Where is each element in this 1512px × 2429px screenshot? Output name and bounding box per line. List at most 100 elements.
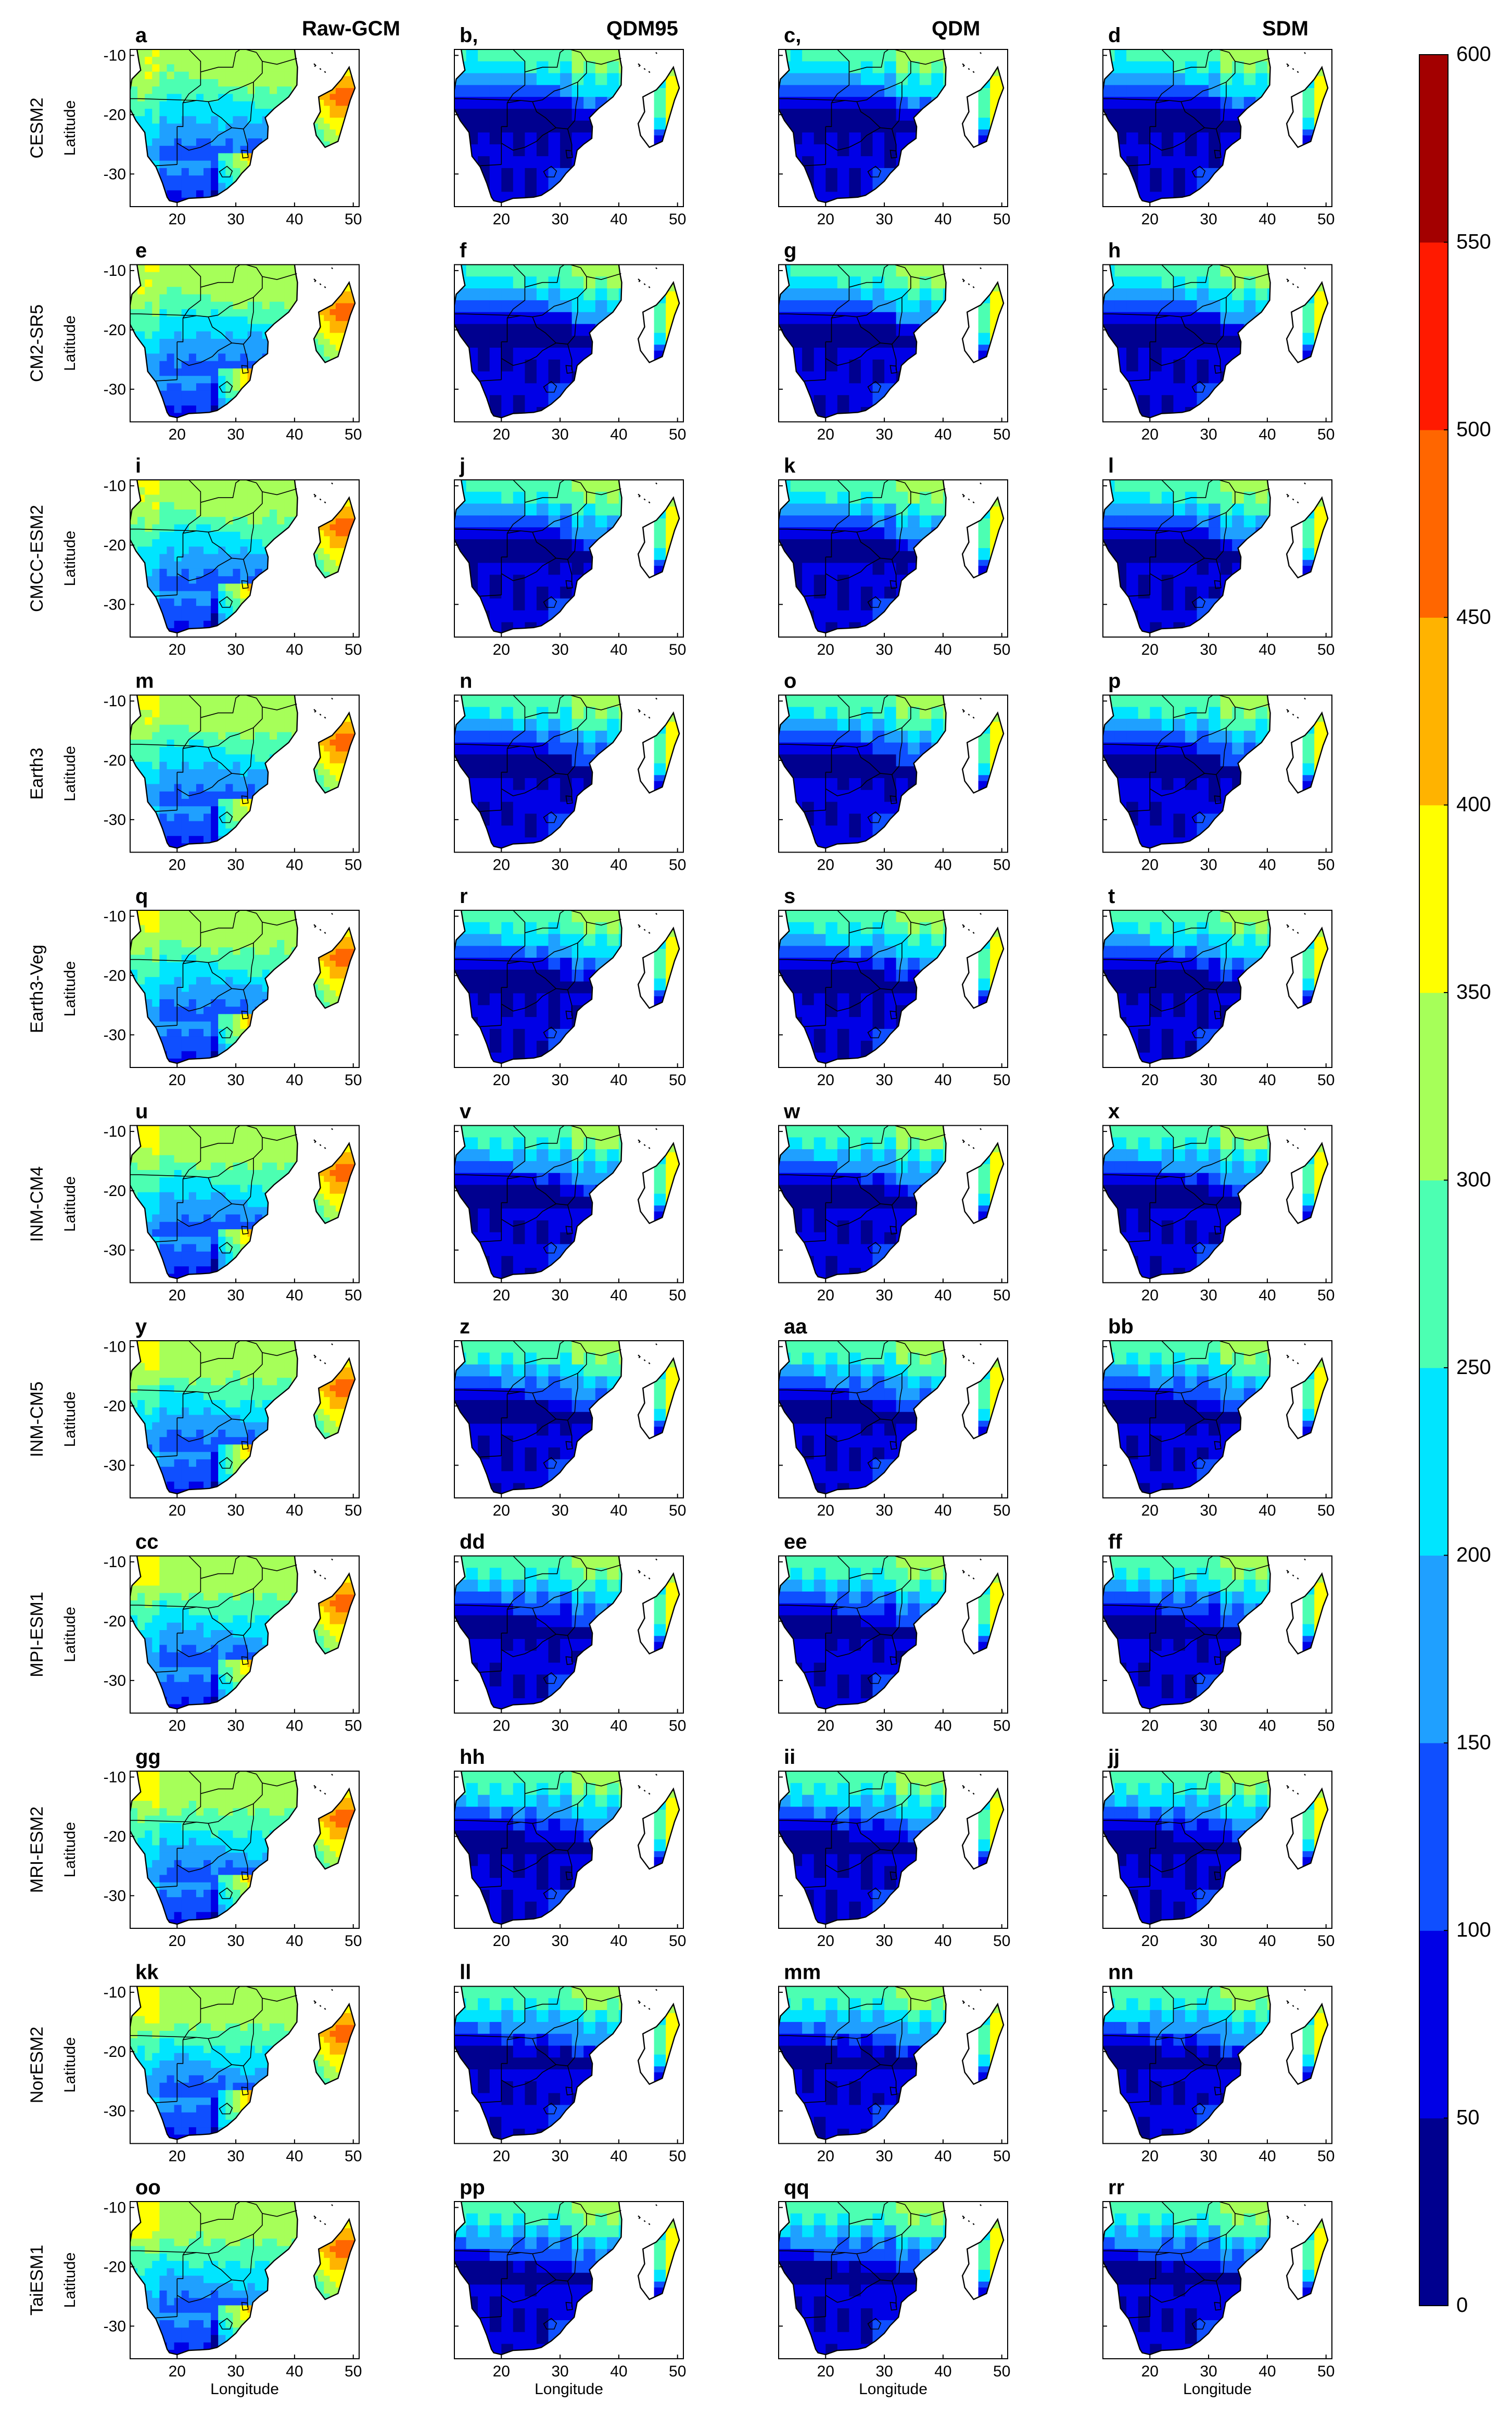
country-border [182,2224,201,2256]
country-border [1180,1608,1205,1635]
coastline [1103,695,1271,849]
country-border [501,1824,508,1849]
country-border [831,1606,845,1610]
island [319,498,322,501]
island [1297,932,1299,934]
panel-letter: o [784,670,796,693]
x-tick-label: 40 [610,2363,627,2380]
x-tick-label: 40 [1259,2363,1276,2380]
x-tick-label: 20 [1141,1287,1159,1304]
country-border [867,2318,882,2330]
panel-letter: ee [784,1531,807,1554]
country-border [849,695,905,718]
country-border [1161,49,1174,72]
country-border [1214,149,1222,159]
row-label: MPI-ESM1 [27,1592,47,1677]
x-tick-label: 20 [1141,1718,1159,1735]
island [1304,912,1306,915]
madagascar-outline [637,1357,680,1440]
panel-border [130,479,360,638]
country-border [454,744,533,748]
country-border [1173,1125,1229,1149]
country-border [586,919,621,926]
island [980,52,982,54]
country-border [891,1803,903,1877]
island [980,1128,982,1130]
island [324,71,326,73]
panel-border [454,1555,684,1714]
x-tick-label: 20 [493,1502,510,1519]
island [1304,482,1306,485]
country-border [208,1588,254,1609]
country-border [1150,748,1157,773]
country-border [1150,963,1157,988]
country-border [565,795,573,804]
country-border [1214,1226,1222,1235]
country-border [1215,1373,1227,1446]
country-border [543,1026,557,1038]
country-border [891,943,903,1016]
country-border [241,1441,249,1450]
island [968,283,970,285]
country-border [1103,313,1181,317]
country-border [454,1605,533,1609]
country-border [890,795,897,804]
colorbar-tick-label: 600 [1456,43,1491,66]
country-border [512,1125,526,1148]
x-tick-label: 40 [1259,1932,1276,1950]
country-border [1215,728,1227,801]
x-tick-label: 50 [993,2363,1010,2380]
panel-letter: bb [1108,1315,1134,1338]
map-panel: bb 20 30 40 50 [1102,1315,1335,1519]
country-border [849,1986,905,2010]
colorbar-tick-label: 200 [1456,1543,1491,1566]
country-border [177,2040,184,2064]
madagascar-outline [1286,2218,1329,2300]
country-border [1173,264,1229,288]
country-border [182,1363,201,1395]
panel-border [454,694,684,853]
country-border [454,528,533,533]
country-border [901,1774,911,1804]
island [324,932,326,934]
country-border [219,1887,233,1899]
country-border [525,480,581,503]
country-border [1235,703,1270,710]
country-border [156,379,177,381]
country-border [1180,1158,1227,1178]
country-border [567,943,578,1016]
island [1304,1989,1306,1991]
country-border [532,1393,556,1419]
island [638,1139,641,1143]
panel-border [454,2201,684,2359]
country-border [188,1125,201,1148]
x-tick-label: 20 [817,1287,834,1304]
x-tick-label: 40 [934,1932,951,1950]
row-label: CM2-SR5 [27,304,47,382]
country-border [507,315,521,319]
country-border [1191,1457,1206,1469]
x-tick-label: 50 [345,1502,362,1519]
country-border [1155,717,1174,749]
country-border [532,297,578,317]
country-border [849,1556,905,1579]
country-border [1161,1556,1174,1579]
x-tick-label: 30 [551,426,568,443]
country-border [512,1771,526,1794]
x-tick-label: 20 [169,211,186,228]
x-tick-label: 40 [934,641,951,658]
coastline [130,49,298,204]
country-border [182,1578,201,1610]
country-border [565,580,573,589]
y-axis-label: Latitude [61,315,79,371]
country-border [243,2234,254,2307]
country-border [867,596,882,608]
x-tick-label: 20 [817,641,834,658]
country-border [825,1609,832,1634]
country-border [565,2087,573,2095]
island [1297,501,1299,504]
country-border [1155,1391,1170,1395]
country-border [890,1226,897,1235]
country-border [156,1886,177,1888]
country-border [856,81,903,103]
